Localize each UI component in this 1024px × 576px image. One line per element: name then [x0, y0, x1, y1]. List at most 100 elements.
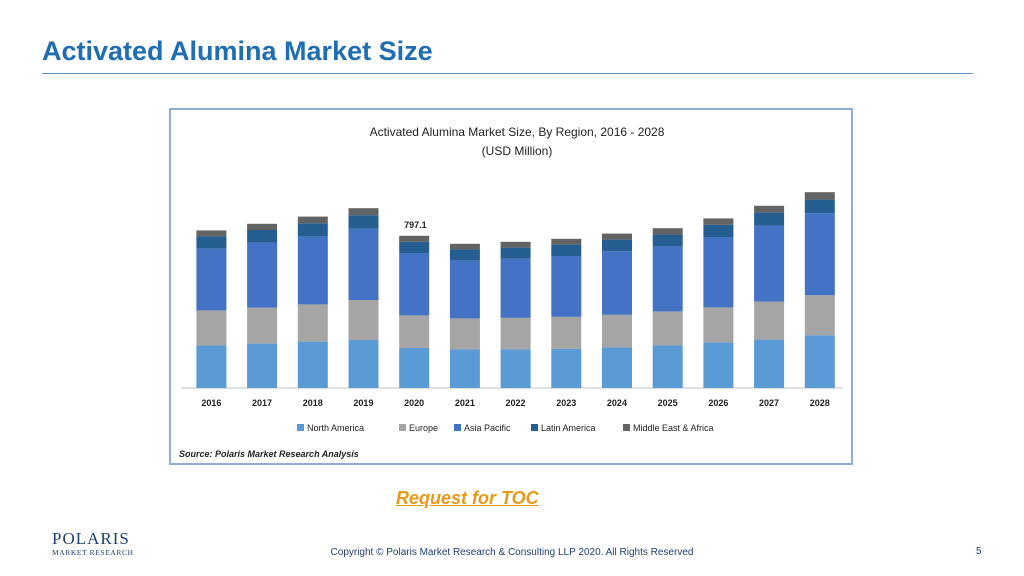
bar-2020-asia-pacific: [399, 253, 430, 316]
bar-2028-europe: [804, 295, 835, 336]
legend-label-latin-america: Latin America: [541, 423, 596, 433]
bar-2026-asia-pacific: [703, 237, 734, 308]
x-tick-2024: 2024: [607, 398, 627, 408]
legend-swatch-europe: [399, 424, 406, 431]
bar-2028-asia-pacific: [804, 213, 835, 296]
bar-2022-middle-east-africa: [500, 241, 531, 248]
request-toc-link[interactable]: Request for TOC: [396, 488, 539, 508]
bar-2022-latin-america: [500, 247, 531, 259]
bar-2023-latin-america: [551, 244, 582, 256]
bar-2016-north-america: [196, 345, 227, 388]
bar-2016-middle-east-africa: [196, 230, 227, 237]
bar-2018-middle-east-africa: [297, 216, 328, 224]
bar-2025-north-america: [652, 345, 683, 388]
bar-2027-europe: [754, 301, 785, 340]
bar-2023-europe: [551, 316, 582, 349]
logo-brand-text: POLARIS: [52, 529, 130, 548]
bar-2025-latin-america: [652, 234, 683, 247]
bar-2016-europe: [196, 310, 227, 346]
bar-2026-middle-east-africa: [703, 218, 734, 225]
legend-swatch-north-america: [297, 424, 304, 431]
bar-2020-latin-america: [399, 241, 430, 254]
bar-2023-north-america: [551, 348, 582, 388]
bar-2025-middle-east-africa: [652, 228, 683, 235]
x-tick-2022: 2022: [506, 398, 526, 408]
legend-label-europe: Europe: [409, 423, 438, 433]
x-tick-2027: 2027: [759, 398, 779, 408]
chart-source: Source: Polaris Market Research Analysis: [179, 449, 359, 459]
page-number: 5: [976, 546, 982, 557]
bar-2024-middle-east-africa: [602, 233, 632, 240]
copyright-text: Copyright © Polaris Market Research & Co…: [330, 547, 694, 558]
x-tick-2016: 2016: [201, 398, 221, 408]
bar-2028-middle-east-africa: [804, 192, 835, 200]
legend-swatch-latin-america: [531, 424, 538, 431]
bar-2020-north-america: [399, 348, 430, 388]
bar-2024-europe: [602, 314, 632, 348]
bar-2017-north-america: [247, 343, 278, 388]
x-tick-2018: 2018: [303, 398, 323, 408]
bar-2018-latin-america: [297, 223, 328, 237]
bar-2019-middle-east-africa: [348, 208, 379, 216]
bar-2024-latin-america: [602, 239, 632, 252]
bar-2019-asia-pacific: [348, 228, 379, 300]
x-tick-2019: 2019: [353, 398, 373, 408]
x-tick-2026: 2026: [708, 398, 728, 408]
x-tick-2020: 2020: [404, 398, 424, 408]
bar-2027-latin-america: [754, 212, 785, 226]
bar-2019-latin-america: [348, 215, 379, 229]
bar-2017-asia-pacific: [247, 242, 278, 308]
bar-2018-europe: [297, 304, 328, 342]
bar-2016-latin-america: [196, 236, 227, 249]
bar-2021-asia-pacific: [449, 260, 480, 319]
bar-2028-north-america: [804, 335, 835, 388]
bar-2025-europe: [652, 311, 683, 346]
bar-2026-europe: [703, 307, 734, 343]
bar-2021-europe: [449, 318, 480, 350]
polaris-logo: POLARIS MARKET RESEARCH: [52, 529, 134, 558]
bar-2025-asia-pacific: [652, 246, 683, 312]
bar-2018-asia-pacific: [297, 236, 328, 305]
chart-title: Activated Alumina Market Size, By Region…: [370, 125, 665, 139]
bar-2016-asia-pacific: [196, 248, 227, 311]
bar-2017-europe: [247, 307, 278, 344]
bar-2020-europe: [399, 315, 430, 348]
bar-2019-europe: [348, 300, 379, 340]
chart-subtitle: (USD Million): [482, 144, 553, 158]
bar-2026-latin-america: [703, 224, 734, 238]
legend-swatch-asia-pacific: [454, 424, 461, 431]
bar-2017-latin-america: [247, 230, 278, 243]
x-tick-2017: 2017: [252, 398, 272, 408]
bar-2027-asia-pacific: [754, 225, 785, 302]
bar-2017-middle-east-africa: [247, 223, 278, 230]
bar-2023-middle-east-africa: [551, 238, 582, 245]
x-tick-2025: 2025: [658, 398, 678, 408]
bar-2024-north-america: [602, 347, 632, 388]
data-label-2020: 797.1: [404, 220, 427, 230]
bar-2020-middle-east-africa: [399, 235, 430, 242]
bar-2028-latin-america: [804, 199, 835, 214]
bar-2024-asia-pacific: [602, 251, 632, 315]
title-divider: [42, 73, 973, 74]
legend-label-middle-east-africa: Middle East & Africa: [633, 423, 714, 433]
legend-label-asia-pacific: Asia Pacific: [464, 423, 511, 433]
x-tick-2023: 2023: [556, 398, 576, 408]
x-tick-2021: 2021: [455, 398, 475, 408]
stacked-bar-chart: Activated Alumina Market Size, By Region…: [179, 125, 843, 459]
bar-2022-europe: [500, 317, 531, 350]
bar-2027-north-america: [754, 339, 785, 388]
bar-2021-latin-america: [449, 249, 480, 261]
legend-label-north-america: North America: [307, 423, 364, 433]
bar-2021-middle-east-africa: [449, 243, 480, 250]
bar-2026-north-america: [703, 342, 734, 388]
bar-2022-north-america: [500, 349, 531, 388]
slide-title: Activated Alumina Market Size: [42, 36, 433, 66]
bar-2021-north-america: [449, 349, 480, 388]
bar-2023-asia-pacific: [551, 256, 582, 317]
x-tick-2028: 2028: [810, 398, 830, 408]
bar-2022-asia-pacific: [500, 258, 531, 318]
legend-swatch-middle-east-africa: [623, 424, 630, 431]
bar-2018-north-america: [297, 341, 328, 388]
logo-sub-text: MARKET RESEARCH: [52, 548, 134, 557]
bar-2019-north-america: [348, 340, 379, 388]
